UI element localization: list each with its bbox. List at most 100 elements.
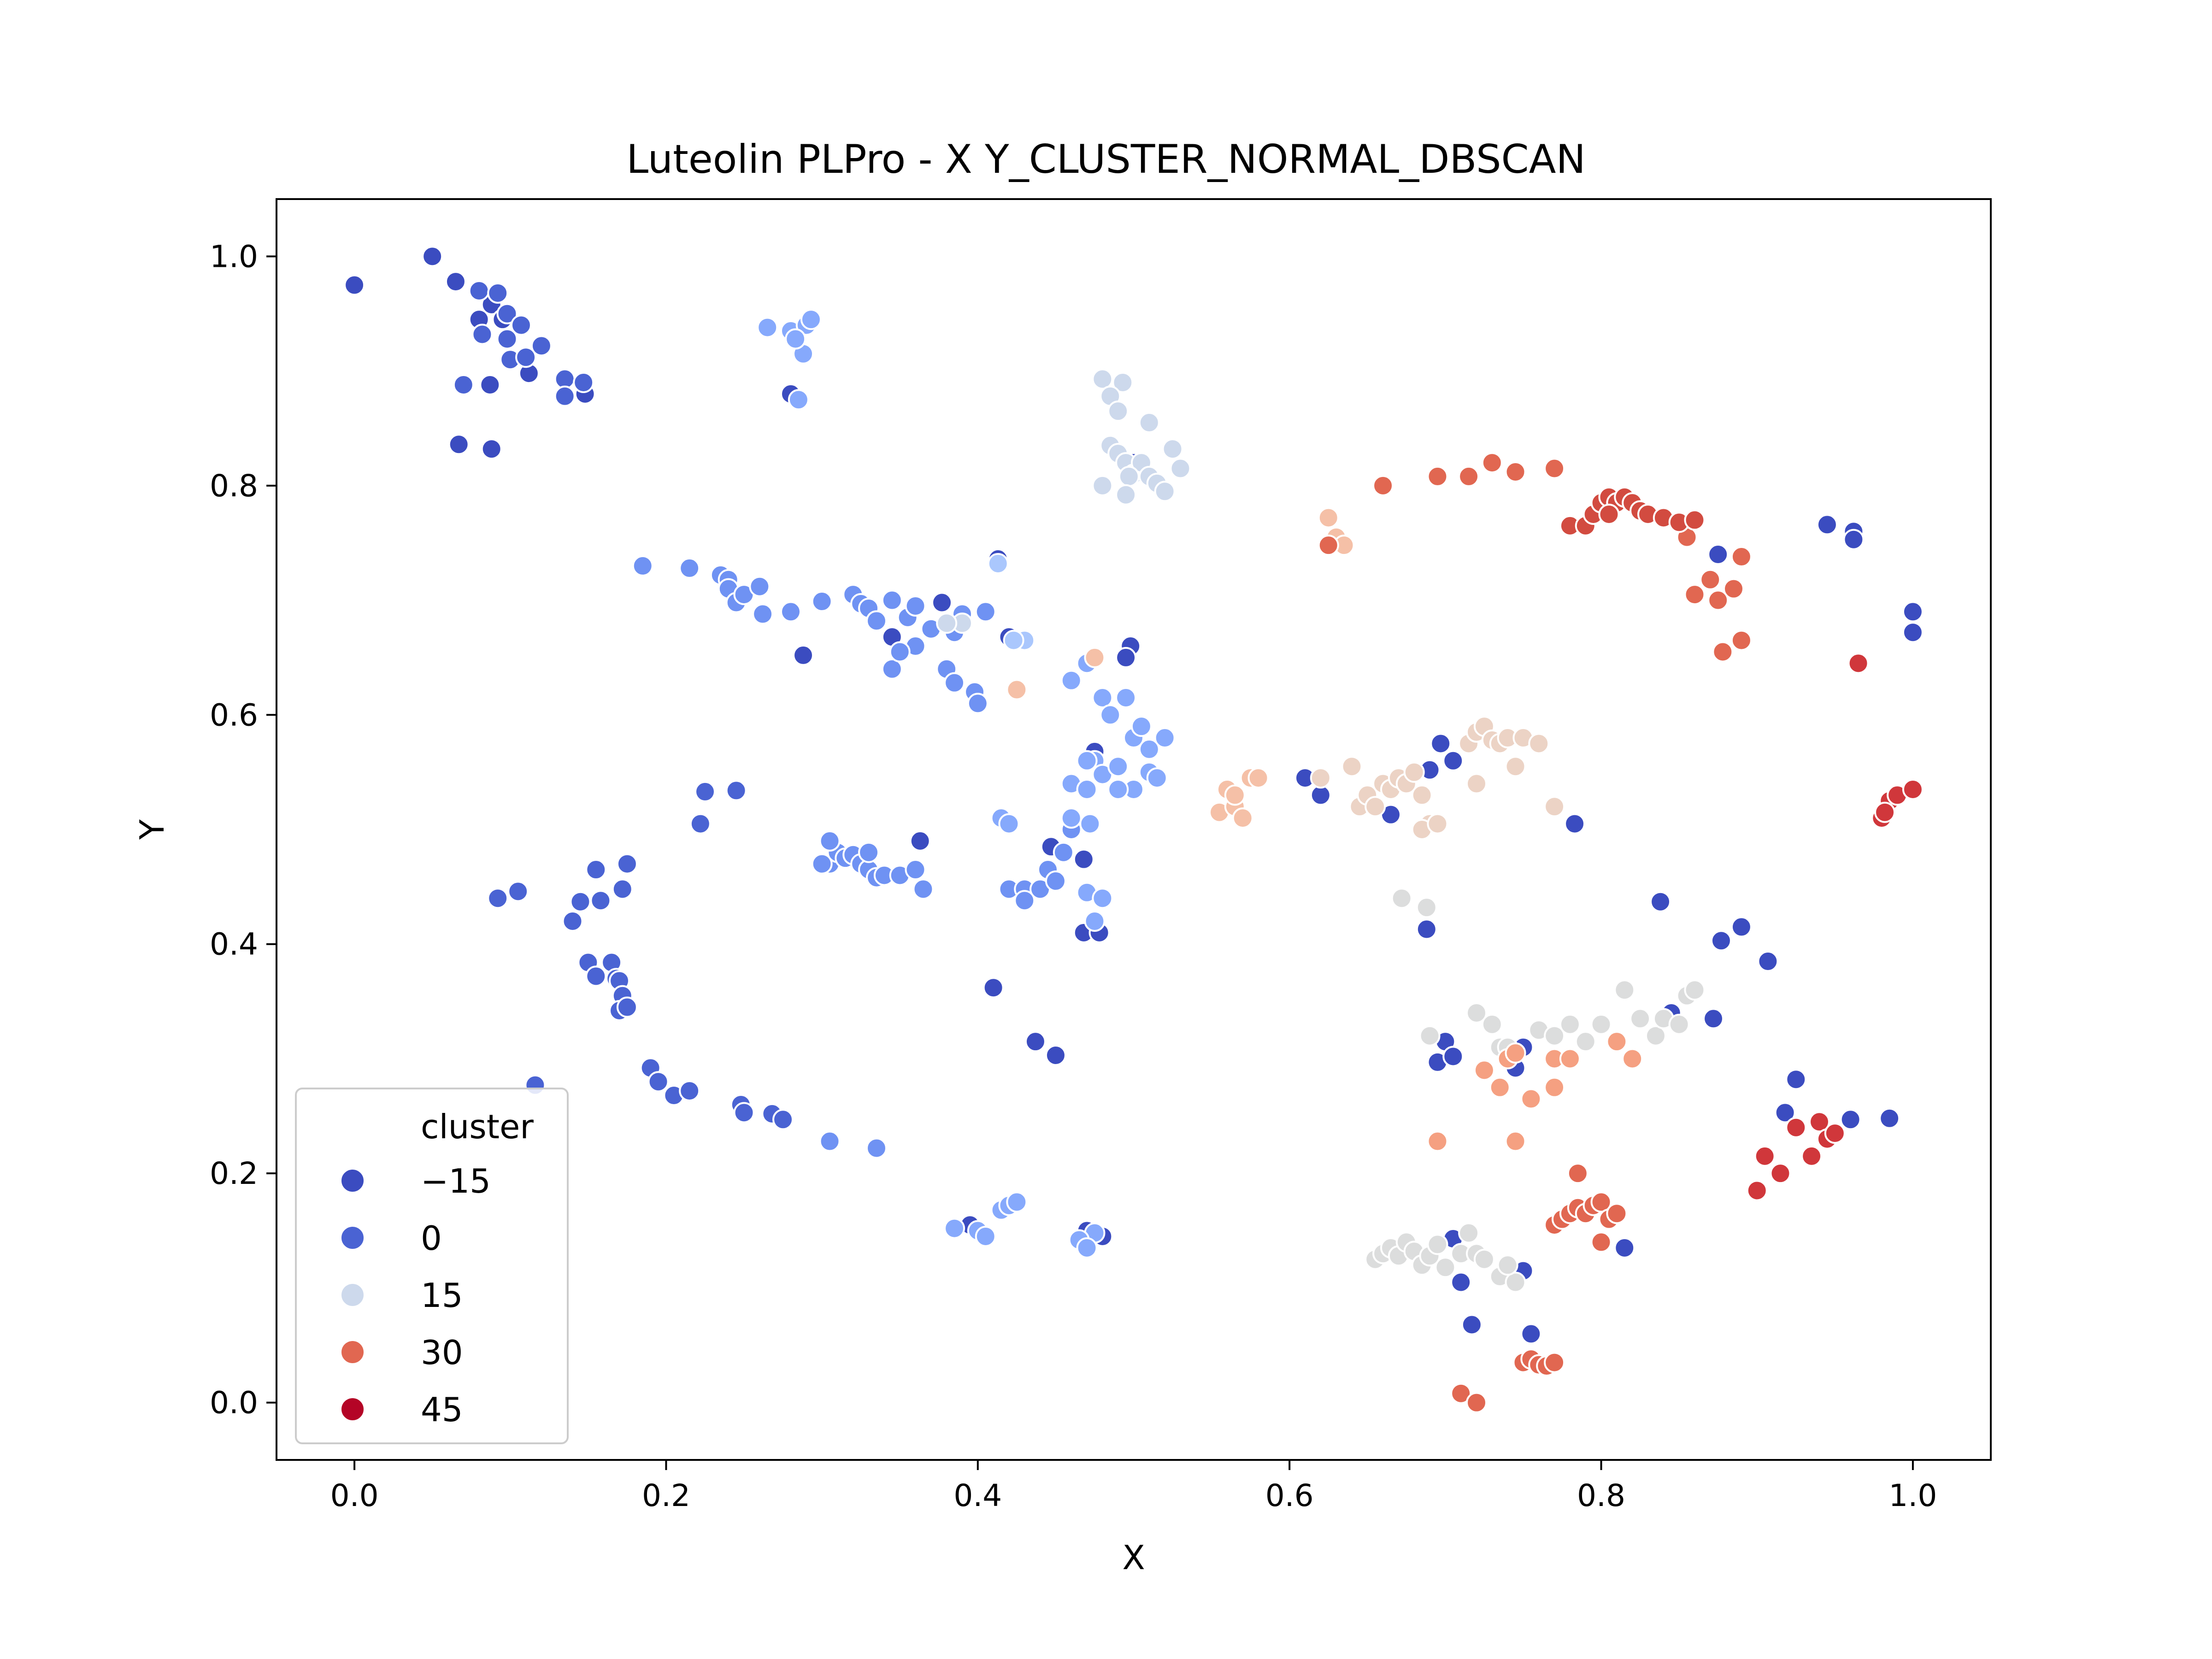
- scatter-point: [1684, 979, 1706, 1001]
- scatter-point: [1481, 452, 1503, 474]
- legend-label: 0: [421, 1219, 442, 1258]
- scatter-point: [1590, 1231, 1612, 1253]
- scatter-point: [1730, 546, 1752, 568]
- scatter-point: [1107, 778, 1129, 800]
- scatter-point: [1770, 1163, 1791, 1184]
- scatter-point: [1630, 1008, 1651, 1030]
- scatter-point: [1544, 1352, 1565, 1373]
- scatter-point: [1785, 1117, 1807, 1138]
- scatter-point: [1497, 1254, 1518, 1276]
- scatter-point: [881, 589, 903, 611]
- scatter-point: [1419, 1025, 1441, 1047]
- scatter-point: [1684, 584, 1706, 606]
- legend-marker: [340, 1282, 365, 1308]
- legend-label: 45: [421, 1390, 463, 1429]
- scatter-point: [1785, 1069, 1807, 1090]
- scatter-point: [1112, 371, 1134, 393]
- x-tick-label: 0.8: [1577, 1478, 1625, 1513]
- scatter-point: [819, 830, 841, 852]
- legend-marker: [340, 1225, 365, 1251]
- scatter-point: [1118, 465, 1140, 487]
- scatter-point: [507, 881, 529, 902]
- scatter-point: [975, 1225, 996, 1247]
- legend-label: 30: [421, 1333, 463, 1372]
- x-axis-label: X: [1122, 1538, 1145, 1577]
- scatter-point: [1076, 778, 1098, 800]
- y-tick-label: 0.4: [210, 927, 258, 962]
- scatter-point: [453, 374, 474, 395]
- scatter-point: [1450, 1271, 1472, 1293]
- scatter-point: [944, 672, 965, 694]
- scatter-point: [1481, 1013, 1503, 1035]
- scatter-point: [1567, 1163, 1588, 1184]
- scatter-point: [1154, 727, 1176, 749]
- scatter-point: [1614, 979, 1635, 1001]
- scatter-point: [1092, 368, 1113, 390]
- scatter-point: [1723, 578, 1744, 600]
- scatter-point: [530, 335, 552, 357]
- scatter-point: [866, 1137, 887, 1159]
- scatter-point: [1598, 504, 1620, 525]
- scatter-point: [1710, 930, 1732, 952]
- scatter-point: [905, 859, 926, 881]
- scatter-point: [1450, 1382, 1472, 1404]
- scatter-point: [1427, 1130, 1448, 1152]
- scatter-point: [1703, 1008, 1724, 1030]
- scatter-point: [616, 996, 638, 1018]
- scatter-point: [1092, 687, 1113, 708]
- scatter-point: [487, 282, 509, 304]
- scatter-point: [1430, 733, 1452, 754]
- y-axis-label: Y: [133, 819, 171, 840]
- scatter-point: [1076, 750, 1098, 771]
- chart-title: Luteolin PLPro - X Y_CLUSTER_NORMAL_DBSC…: [626, 136, 1586, 182]
- scatter-point: [1232, 807, 1253, 829]
- legend-marker: [340, 1168, 365, 1194]
- scatter-point: [1489, 1077, 1511, 1098]
- y-tick-label: 0.2: [210, 1156, 258, 1191]
- scatter-point: [487, 888, 509, 909]
- scatter-point: [967, 693, 988, 714]
- scatter-point: [1154, 481, 1176, 502]
- scatter-point: [1847, 653, 1869, 674]
- scatter-point: [1310, 767, 1331, 789]
- scatter-point: [570, 891, 591, 912]
- scatter-point: [496, 303, 518, 324]
- scatter-point: [1466, 773, 1487, 794]
- scatter-point: [1318, 535, 1339, 556]
- scatter-point: [1073, 848, 1094, 870]
- scatter-point: [725, 780, 747, 801]
- scatter-point: [1100, 704, 1121, 726]
- scatter-point: [1816, 514, 1838, 535]
- scatter-point: [694, 781, 716, 802]
- scatter-point: [858, 841, 880, 863]
- data-points: [344, 246, 1924, 1413]
- scatter-point: [975, 601, 996, 623]
- axis-ticks: 0.0 0.2 0.4 0.6 0.8 1.0 0.0 0.2 0.4 0.6 0.8 1.0: [210, 239, 1937, 1513]
- scatter-point: [909, 830, 931, 852]
- scatter-point: [1902, 778, 1924, 800]
- scatter-point: [562, 910, 583, 932]
- scatter-point: [1606, 1031, 1628, 1053]
- scatter-point: [811, 591, 833, 612]
- scatter-point: [448, 434, 470, 455]
- scatter-point: [1902, 601, 1924, 623]
- plot-frame: [276, 198, 1992, 1461]
- scatter-point: [1427, 1234, 1448, 1255]
- scatter-point: [1466, 1002, 1487, 1024]
- scatter-point: [785, 328, 806, 350]
- scatter-point: [1590, 1013, 1612, 1035]
- y-tick-label: 1.0: [210, 239, 258, 274]
- scatter-point: [752, 603, 774, 625]
- scatter-point: [1520, 1088, 1542, 1110]
- scatter-point: [1754, 1145, 1776, 1167]
- scatter-point: [1700, 569, 1721, 590]
- scatter-point: [1115, 484, 1137, 506]
- legend-marker: [340, 1339, 365, 1365]
- scatter-point: [780, 601, 801, 623]
- scatter-point: [479, 374, 501, 395]
- scatter-point: [632, 555, 653, 577]
- scatter-point: [1060, 807, 1082, 829]
- x-tick-label: 1.0: [1888, 1478, 1937, 1513]
- scatter-point: [1045, 1044, 1066, 1066]
